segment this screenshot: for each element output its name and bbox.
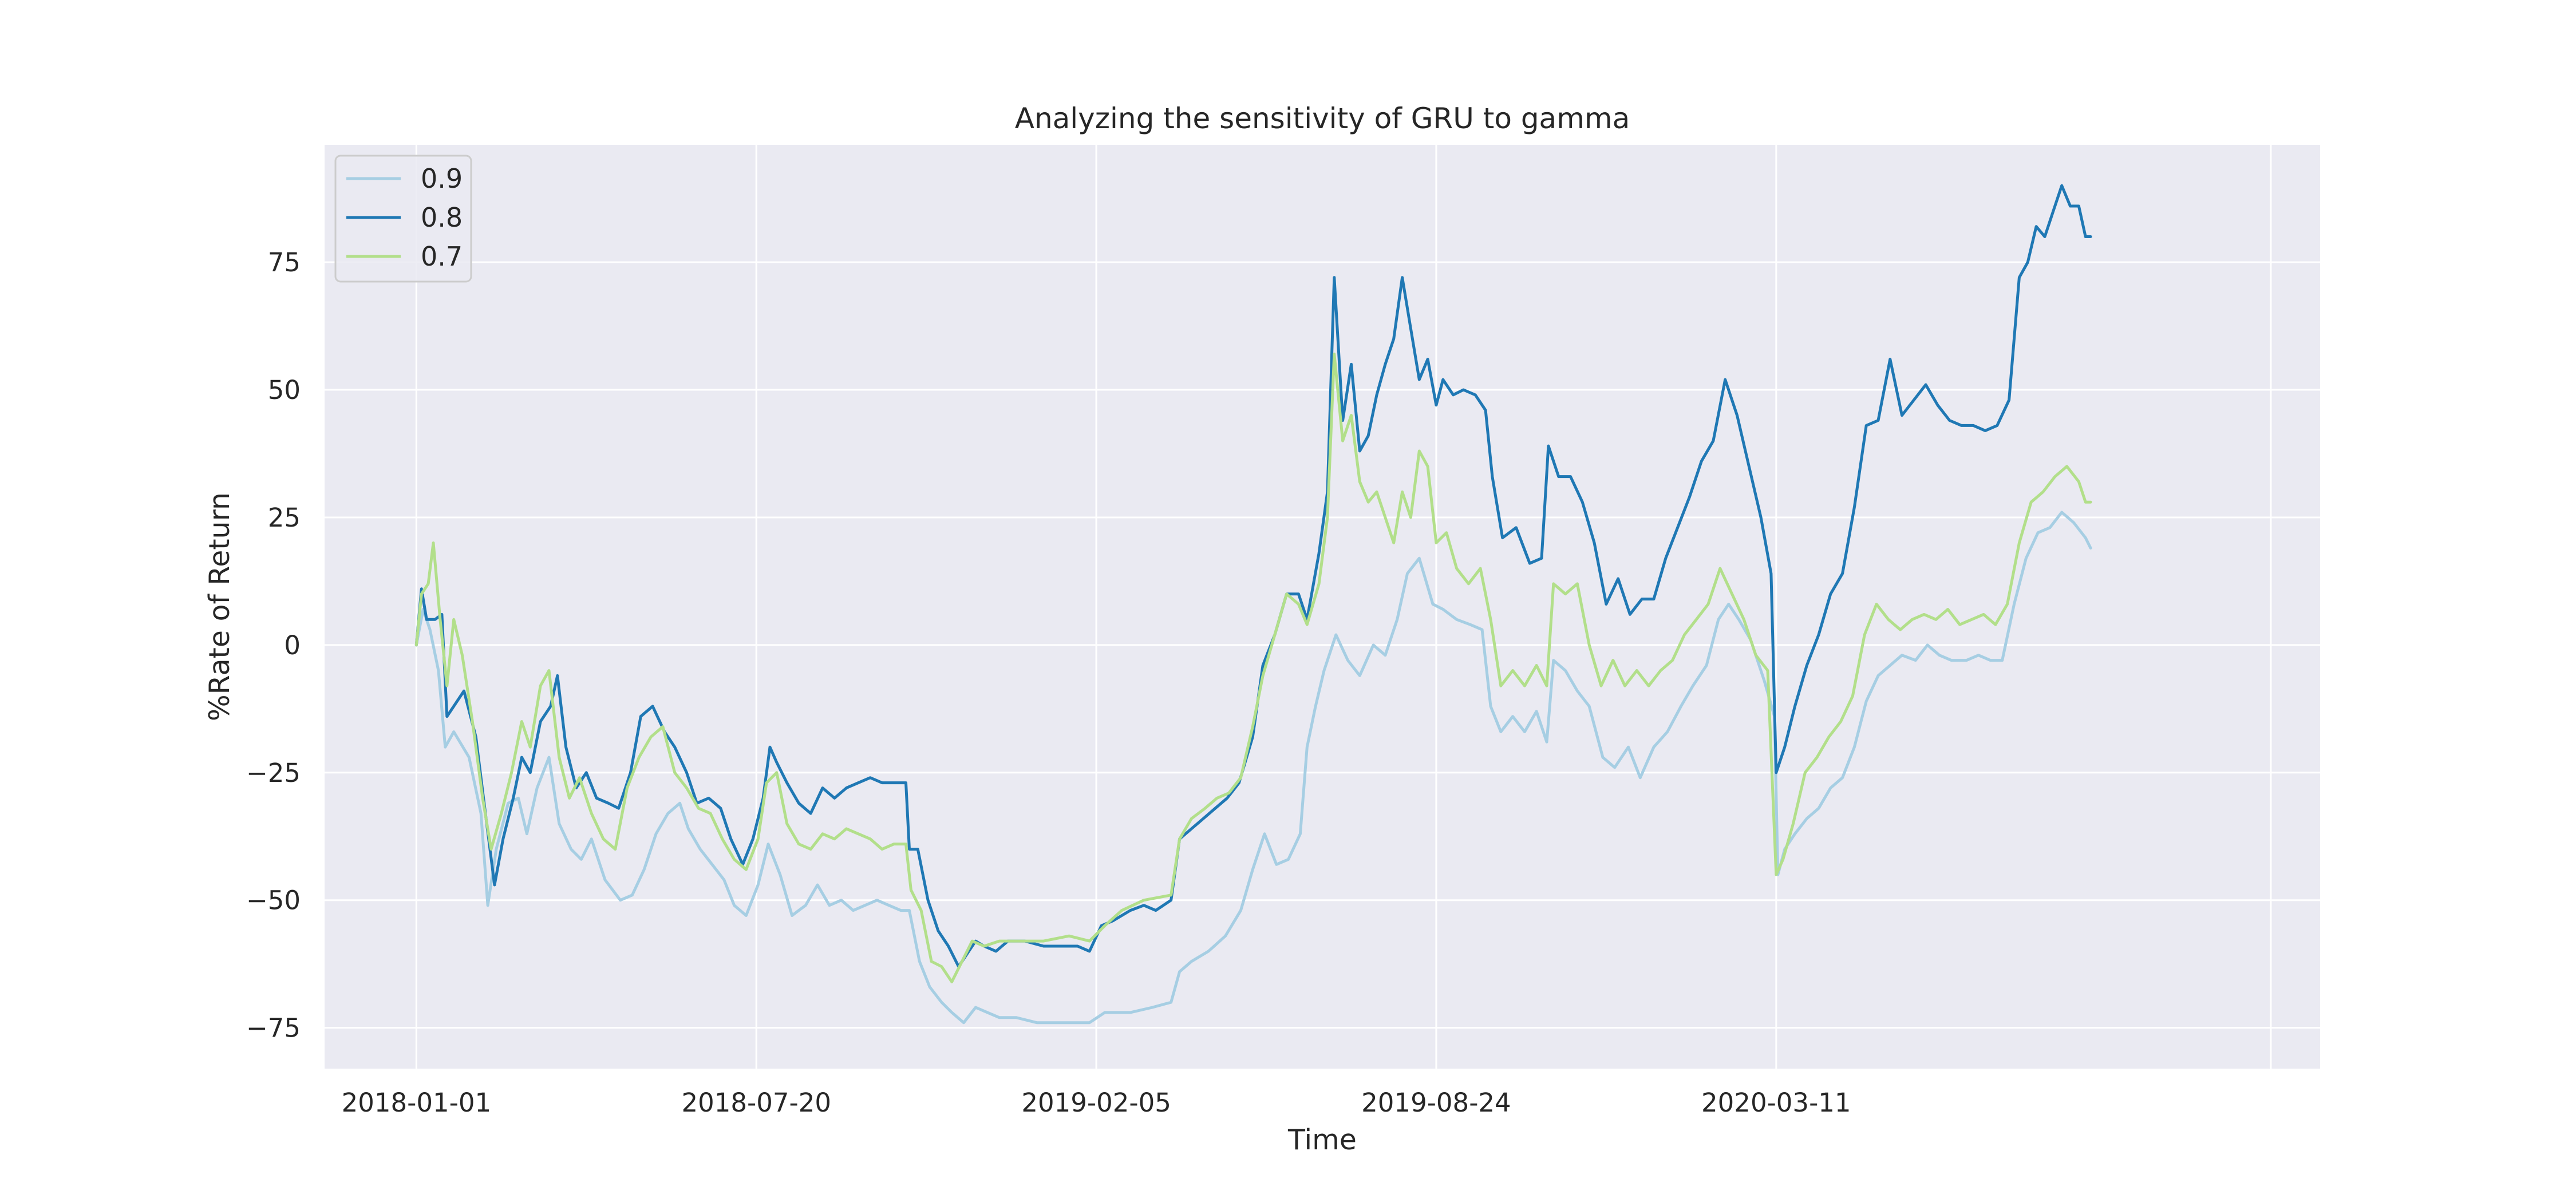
legend-label: 0.8 [421,202,463,233]
y-tick-label: −50 [246,885,301,916]
legend-box [334,155,472,283]
y-tick-label: 75 [268,247,301,278]
series-lines [414,184,2092,1025]
x-tick-label: 2020-03-11 [1701,1088,1851,1118]
y-tick-label: −75 [246,1013,301,1043]
gridlines [325,145,2320,1069]
series-line-0-7 [414,353,2092,983]
x-tick-label: 2019-08-24 [1361,1088,1511,1118]
series-line-0-8 [414,184,2092,968]
x-tick-label: 2018-01-01 [342,1088,492,1118]
x-axis-title: Time [1287,1124,1357,1156]
y-tick-labels: −75 −50 −25 0 25 50 75 [246,247,301,1043]
legend-label: 0.7 [421,241,463,272]
y-axis-title: %Rate of Return [203,492,236,721]
plot-background [325,145,2320,1069]
legend-label: 0.9 [421,163,463,194]
x-tick-label: 2018-07-20 [681,1088,831,1118]
x-tick-labels: 2018-01-01 2018-07-20 2019-02-05 2019-08-24… [342,1088,1851,1118]
y-tick-label: −25 [246,758,301,788]
legend: 0.9 0.8 0.7 [334,155,472,283]
y-tick-label: 25 [268,503,301,533]
y-tick-label: 50 [268,375,301,405]
y-tick-label: 0 [284,630,301,661]
x-tick-label: 2019-02-05 [1021,1088,1171,1118]
series-line-0-9 [414,511,2092,1025]
chart-title: Analyzing the sensitivity of GRU to gamm… [1015,102,1630,135]
